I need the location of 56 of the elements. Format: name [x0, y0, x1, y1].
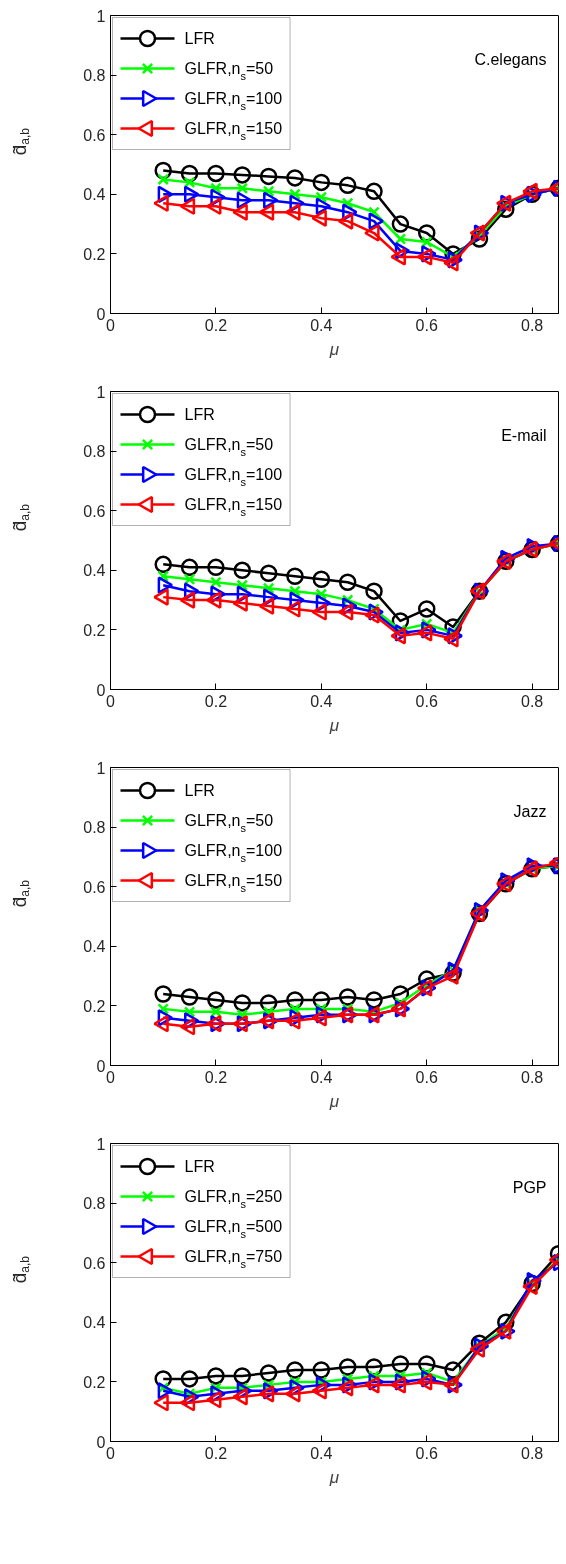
x-tick-label: 0.4 — [310, 692, 333, 710]
y-tick-label: 1 — [96, 383, 106, 401]
x-tick-label: 0.4 — [310, 1444, 333, 1462]
y-tick-label: 0.2 — [83, 1373, 106, 1391]
y-tick-label: 0.4 — [83, 1314, 106, 1332]
x-tick-label: 0.4 — [310, 316, 333, 334]
x-axis-title: μ — [328, 1467, 340, 1487]
x-tick-label: 0.8 — [521, 1444, 544, 1462]
y-tick-label: 0.4 — [83, 186, 106, 204]
y-tick-label: 1 — [96, 7, 106, 25]
y-axis-title: d̃a,b — [9, 503, 32, 532]
y-tick-label: 1 — [96, 1135, 106, 1153]
legend-label: LFR — [184, 30, 215, 47]
y-tick-label: 0.8 — [83, 819, 106, 837]
annotation: PGP — [512, 1178, 547, 1196]
legend-label: LFR — [184, 406, 215, 423]
y-tick-label: 0.8 — [83, 1195, 106, 1213]
x-tick-label: 0.2 — [204, 1444, 228, 1462]
x-axis-title: μ — [328, 715, 340, 735]
x-tick-label: 0.6 — [415, 1444, 438, 1462]
y-tick-label: 0.6 — [83, 126, 106, 144]
annotation: Jazz — [513, 802, 547, 820]
y-axis-title: d̃a,b — [9, 127, 32, 156]
annotation: E-mail — [501, 426, 547, 444]
x-tick-label: 0.2 — [204, 1068, 228, 1086]
x-tick-label: 0.8 — [521, 316, 544, 334]
y-tick-label: 0 — [96, 681, 106, 699]
x-tick-label: 0.6 — [415, 692, 438, 710]
y-tick-label: 0.6 — [83, 1254, 106, 1272]
y-tick-label: 0.4 — [83, 562, 106, 580]
x-tick-label: 0.6 — [415, 1068, 438, 1086]
y-tick-label: 0.2 — [83, 997, 106, 1015]
x-tick-label: 0.2 — [204, 316, 228, 334]
legend-label: LFR — [184, 782, 215, 799]
x-tick-label: 0.8 — [521, 692, 544, 710]
x-axis-title: μ — [328, 339, 340, 359]
y-tick-label: 0.2 — [83, 245, 106, 263]
y-tick-label: 0.8 — [83, 67, 106, 85]
y-axis-title: d̃a,b — [9, 879, 32, 908]
annotation: C.elegans — [474, 50, 547, 68]
y-tick-label: 0.6 — [83, 878, 106, 896]
y-tick-label: 0.4 — [83, 938, 106, 956]
x-tick-label: 0.8 — [521, 1068, 544, 1086]
y-tick-label: 0.8 — [83, 443, 106, 461]
y-tick-label: 0.6 — [83, 502, 106, 520]
x-tick-label: 0.2 — [204, 692, 228, 710]
x-axis-title: μ — [328, 1091, 340, 1111]
x-tick-label: 0.4 — [310, 1068, 333, 1086]
legend-label: LFR — [184, 1158, 215, 1175]
y-tick-label: 0 — [96, 1057, 106, 1075]
y-axis-title: d̃a,b — [9, 1255, 32, 1284]
y-tick-label: 1 — [96, 759, 106, 777]
x-tick-label: 0.6 — [415, 316, 438, 334]
y-tick-label: 0 — [96, 305, 106, 323]
y-tick-label: 0.2 — [83, 621, 106, 639]
y-tick-label: 0 — [96, 1433, 106, 1451]
